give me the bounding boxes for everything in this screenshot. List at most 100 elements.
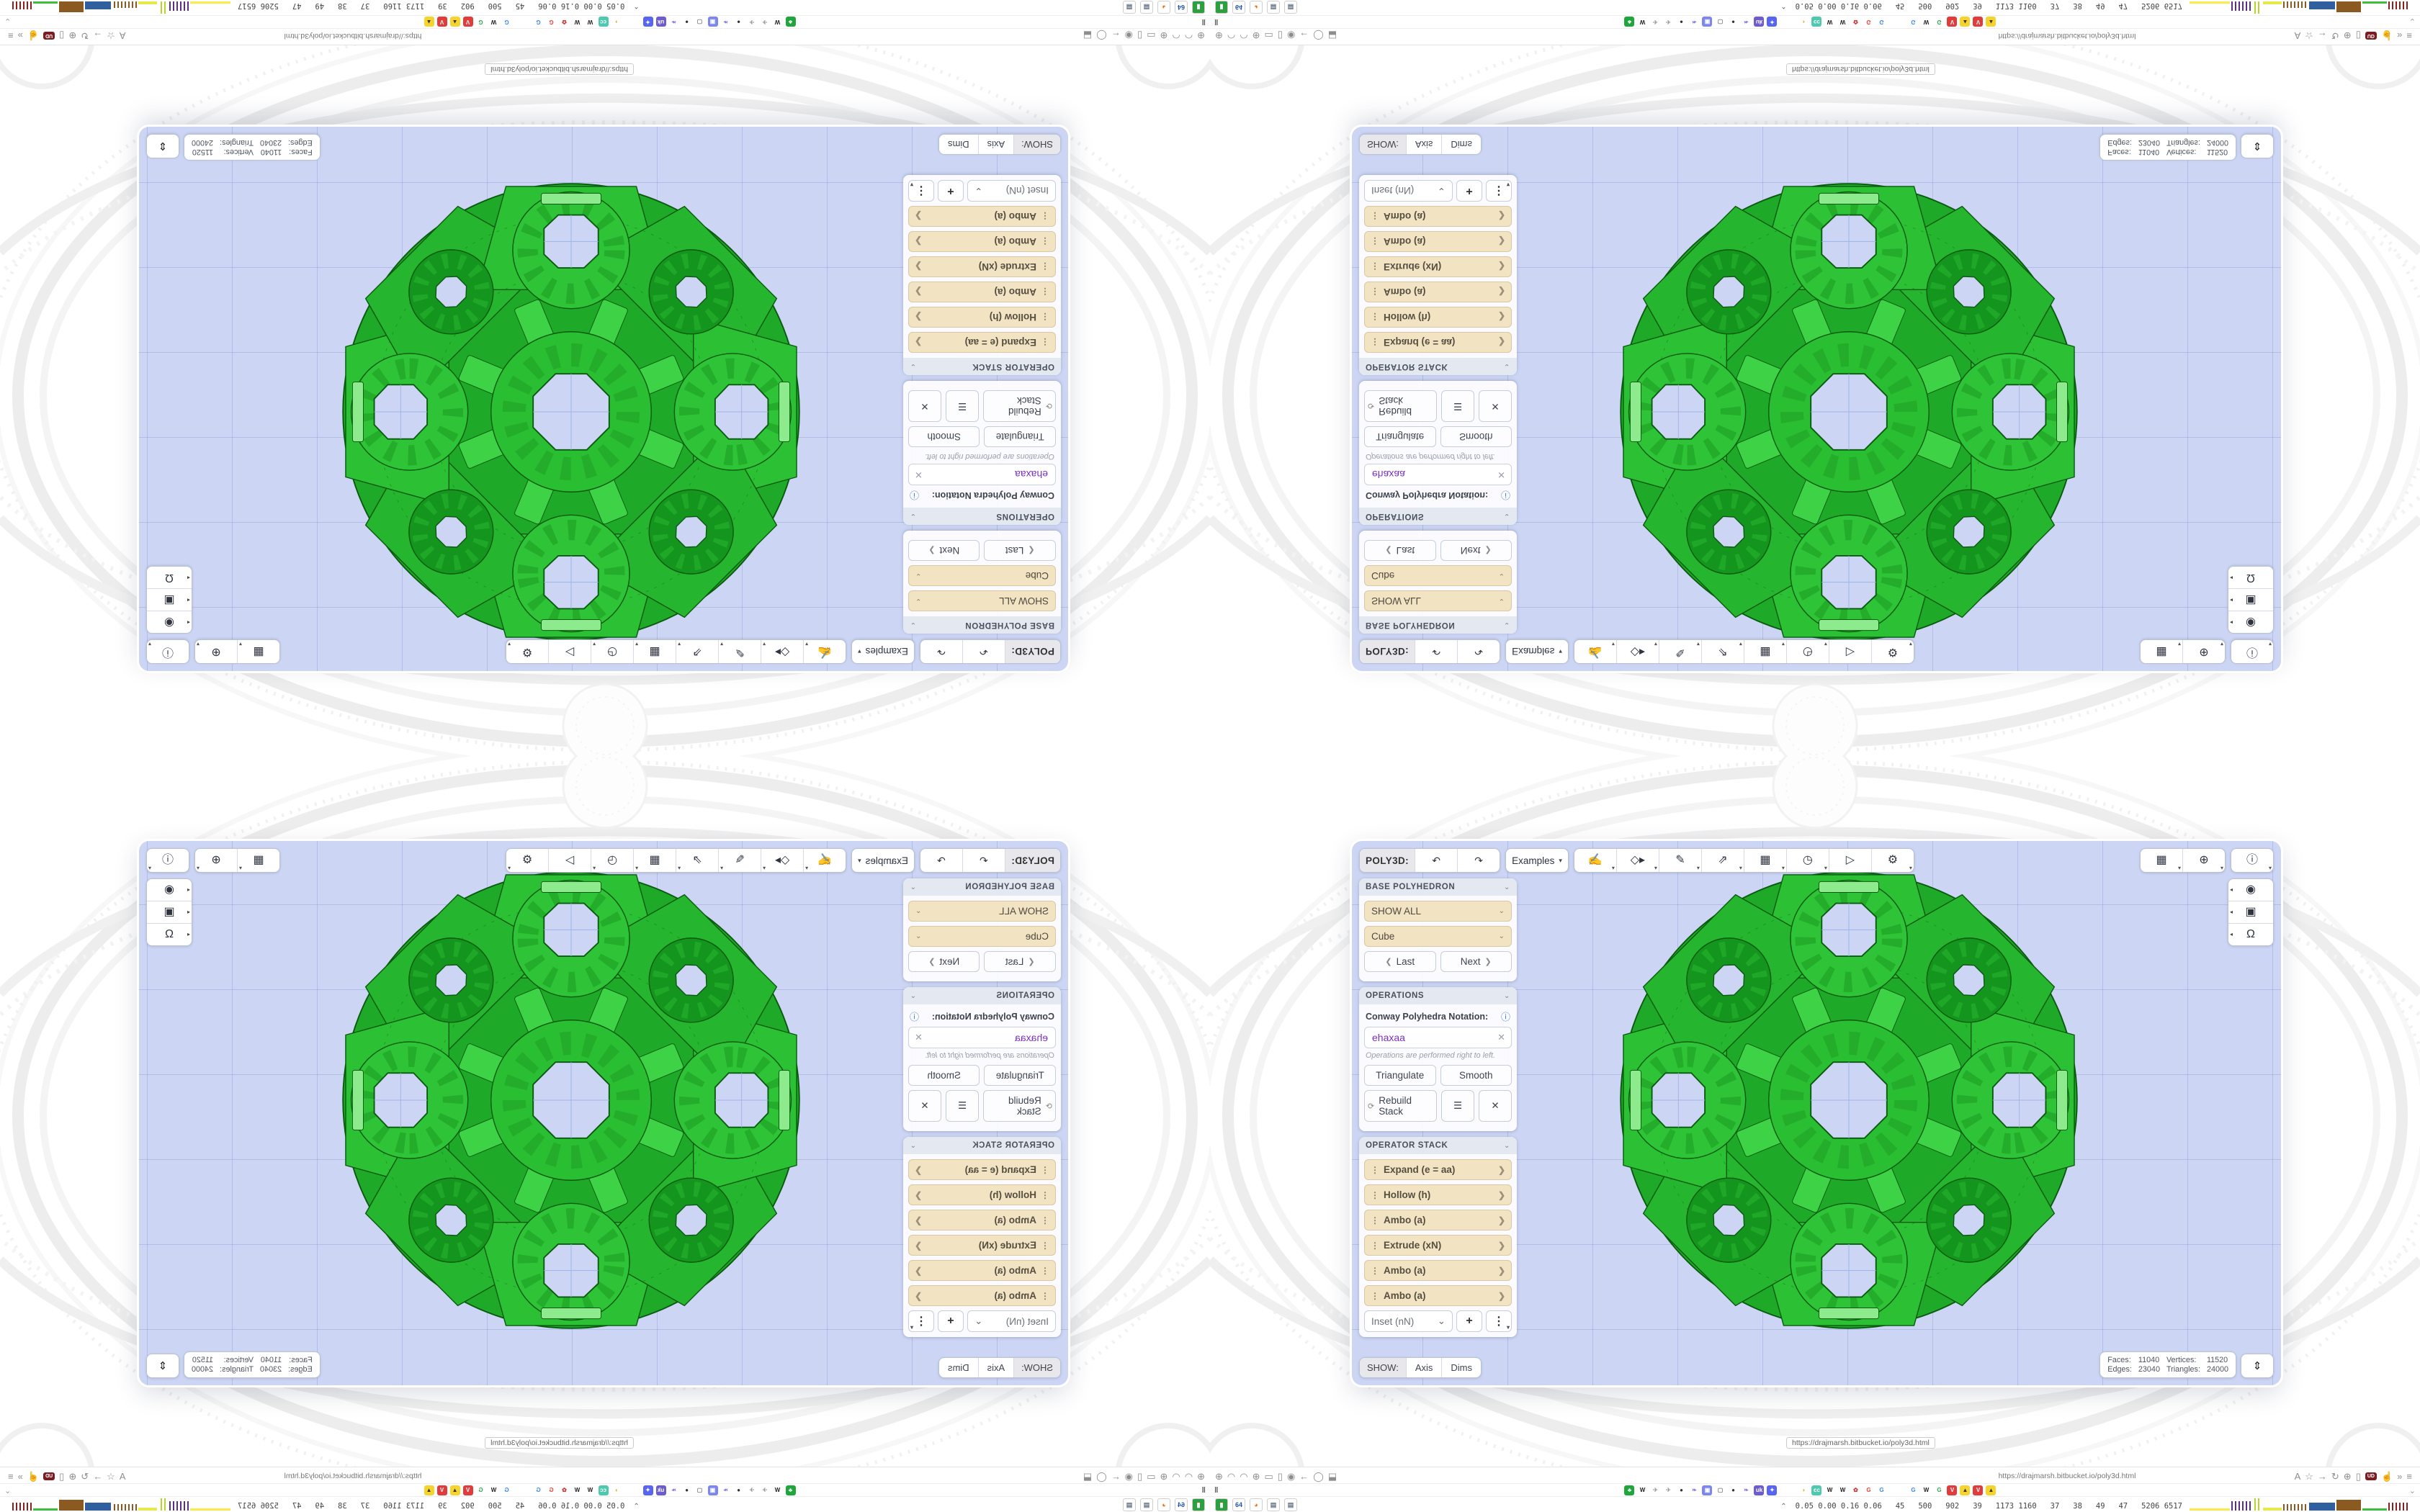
bookmark-star-icon[interactable]: ☆ [2305, 1470, 2313, 1482]
bookmark-favicon[interactable]: W [488, 1485, 499, 1495]
operator-stack-header[interactable]: OPERATOR STACK ⌄ [1359, 358, 1517, 375]
circle-icon[interactable]: ◯ [1313, 1470, 1324, 1482]
render-mode-icon[interactable]: ✍ ▾ [1574, 849, 1616, 872]
bookmark-favicon[interactable]: ▲ [1986, 1485, 1996, 1495]
bookmark-favicon[interactable]: W [585, 1485, 596, 1495]
floppy64-app-icon[interactable]: 64 [1232, 1498, 1245, 1511]
stack-list-button[interactable]: ☰ [1441, 390, 1474, 422]
smooth-button[interactable]: Smooth [908, 426, 980, 447]
bookmark-favicon[interactable]: cc [598, 17, 609, 27]
bookmark-favicon[interactable]: G [533, 1485, 544, 1495]
bookmark-favicon[interactable]: uk [655, 17, 666, 27]
globe-icon[interactable]: ⊕ [1252, 1470, 1260, 1482]
ublock-shield-icon[interactable]: UD [2365, 1472, 2377, 1480]
drag-handle-icon[interactable]: ⋮ [1041, 1164, 1049, 1175]
base-polyhedron-header[interactable]: BASE POLYHEDRON ⌄ [1359, 878, 1517, 896]
drag-handle-icon[interactable]: ⋮ [1041, 1215, 1049, 1225]
tab-arc-icon[interactable]: ◠ [1184, 1470, 1193, 1482]
dims-toggle[interactable]: Dims [1441, 1358, 1481, 1377]
drag-handle-icon[interactable]: ⋮ [1371, 1290, 1379, 1301]
drag-handle-icon[interactable]: ⋮ [1371, 1215, 1379, 1225]
panel-view-icon[interactable]: ◂ ▣ [2228, 901, 2273, 923]
operator-stack-item[interactable]: ⋮ Extrude (xN) ❯ [908, 256, 1056, 277]
play-icon[interactable]: ▷ [549, 640, 592, 663]
bookmark-favicon[interactable]: ▲ [424, 17, 434, 27]
operator-menu-button[interactable]: ⋮ ▾ [908, 180, 934, 202]
bookmark-favicon[interactable]: W [1824, 17, 1835, 27]
drag-handle-icon[interactable]: ⋮ [1371, 261, 1379, 272]
bookmark-favicon[interactable]: ❧ [1689, 1485, 1700, 1495]
clear-input-icon[interactable]: ✕ [915, 1032, 923, 1043]
tab-arc-icon[interactable]: ◠ [1172, 1470, 1180, 1482]
battery-app-icon[interactable]: ▮ [1215, 1, 1228, 14]
drag-handle-icon[interactable]: ⋮ [1041, 1290, 1049, 1301]
bookmark-favicon[interactable]: W [1837, 17, 1848, 27]
add-operator-select[interactable]: Inset (nN) ⌄ [967, 180, 1056, 202]
render-mode-icon[interactable]: ✍ ▾ [804, 640, 846, 663]
display-cube-icon[interactable]: ◇▸ ▾ [1615, 849, 1659, 872]
operator-stack-item[interactable]: ⋮ Expand (e = aa) ❯ [908, 1159, 1056, 1180]
operator-stack-item[interactable]: ⋮ Ambo (a) ❯ [1364, 1210, 1512, 1230]
record-icon[interactable]: ◉ [1124, 30, 1134, 42]
info-icon[interactable]: ⓘ ▾ [147, 849, 189, 872]
operator-stack-item[interactable]: ⋮ Expand (e = aa) ❯ [908, 332, 1056, 353]
globe-icon[interactable]: ⊕ ▾ [195, 849, 238, 872]
bookmark-favicon[interactable]: ✈ [746, 17, 757, 27]
dims-toggle[interactable]: Dims [1441, 135, 1481, 154]
bookmark-favicon[interactable]: cc [598, 1485, 609, 1495]
bookmark-favicon[interactable]: G [1863, 17, 1874, 27]
bookmark-favicon[interactable]: ❧ [668, 1485, 679, 1495]
last-button[interactable]: ❮ Last [1364, 540, 1436, 561]
operator-stack-item[interactable]: ⋮ Ambo (a) ❯ [1364, 231, 1512, 252]
add-operator-button[interactable]: + [938, 180, 964, 202]
drag-handle-icon[interactable]: ⋮ [1041, 1189, 1049, 1200]
bookmark-favicon[interactable]: ◗ [1798, 1485, 1809, 1495]
notepad-app-icon[interactable]: ▤ [1123, 1, 1136, 14]
schedule-icon[interactable]: ▦ ▾ [238, 849, 279, 872]
info-icon[interactable]: ⓘ [1500, 1012, 1510, 1022]
bookmark-favicon[interactable]: ✿ [559, 1485, 570, 1495]
collapse-caret-icon[interactable]: ⌄ [2408, 17, 2416, 26]
thumbs-up-icon[interactable]: ☝ [2380, 1470, 2393, 1482]
settings-gear-icon[interactable]: ⚙ ▾ [506, 640, 550, 663]
bookmark-favicon[interactable]: ✦ [1767, 17, 1778, 27]
caret-up-icon[interactable]: ⌃ [1780, 1, 1787, 9]
next-button[interactable]: Next ❯ [1440, 540, 1512, 561]
lock-icon[interactable]: ⬓ [1083, 1470, 1093, 1482]
bookmark-star-icon[interactable]: ☆ [107, 1470, 115, 1482]
bookmark-favicon[interactable]: ● [1676, 17, 1687, 27]
bookmark-favicon[interactable]: ● [1728, 17, 1739, 27]
base-polyhedron-header[interactable]: BASE POLYHEDRON ⌄ [903, 616, 1061, 634]
window-icon[interactable]: ▭ [1264, 1470, 1273, 1482]
bookmark-star-icon[interactable]: ☆ [2305, 30, 2313, 42]
collapse-caret-icon[interactable]: ⌄ [4, 1486, 12, 1495]
overflow-chevrons-icon[interactable]: » [2397, 1470, 2403, 1482]
last-button[interactable]: ❮ Last [1364, 951, 1436, 972]
eye-icon[interactable]: ◂ ◉ [147, 611, 192, 633]
bookmark-favicon[interactable]: ● [733, 17, 744, 27]
edit-style-icon[interactable]: ✎ ▾ [719, 640, 762, 663]
bookmark-favicon[interactable]: W [1637, 1485, 1648, 1495]
base-shape-select[interactable]: Cube ⌄ [908, 565, 1056, 586]
redo-icon[interactable]: ↷ [1457, 640, 1500, 663]
forward-arrow-icon[interactable]: → [93, 30, 103, 42]
globe-icon[interactable]: ⊕ [2343, 30, 2352, 42]
data-table-icon[interactable]: ▦ ▾ [1743, 640, 1786, 663]
circle-icon[interactable]: ◯ [1096, 30, 1107, 42]
bookmark-favicon[interactable]: V [462, 17, 473, 27]
globe-icon[interactable]: ⊕ [1160, 30, 1168, 42]
undo-icon[interactable]: ↶ [962, 849, 1005, 872]
translate-icon[interactable]: A [119, 1470, 126, 1482]
back-arrow-icon[interactable]: ← [1111, 1470, 1121, 1482]
export-icon[interactable]: ⇗ ▾ [676, 849, 720, 872]
operations-header[interactable]: OPERATIONS ⌄ [903, 987, 1061, 1004]
bookmark-favicon[interactable]: G [1876, 17, 1887, 27]
stack-list-button[interactable]: ☰ [946, 390, 979, 422]
polyhedron-render[interactable] [1611, 863, 2087, 1338]
examples-dropdown[interactable]: Examples ▾ [852, 640, 914, 663]
undo-icon[interactable]: ↶ [962, 640, 1005, 663]
export-icon[interactable]: ⇗ ▾ [1700, 640, 1744, 663]
translate-icon[interactable]: A [119, 30, 126, 42]
bookmark-favicon[interactable]: ♣ [785, 1485, 796, 1495]
magnet-icon[interactable]: ◂ Ω [147, 923, 192, 945]
